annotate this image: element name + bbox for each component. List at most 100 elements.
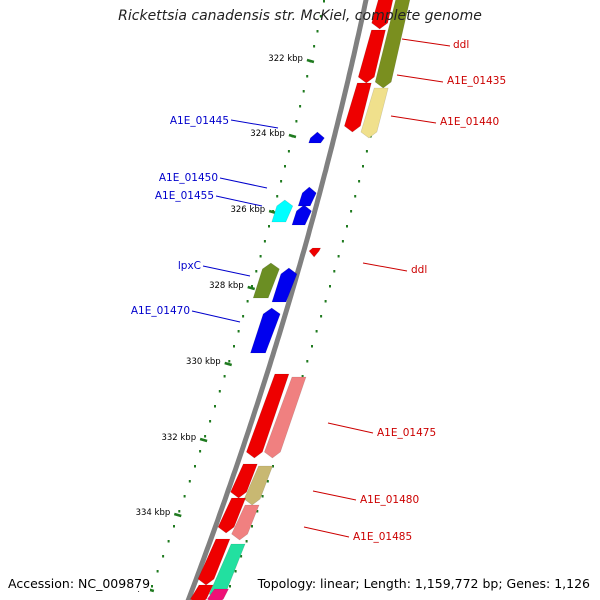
ruler-dot [301,375,304,378]
ruler-dot [218,390,221,393]
ruler-dot [263,240,266,243]
ruler-dot [316,30,319,33]
gene-feature-a1e-01475[interactable] [264,376,307,459]
gene-label[interactable]: ddl [453,39,469,51]
gene-label[interactable]: A1E_01475 [377,427,436,439]
ruler-dot [173,525,175,528]
gene-feature-a1e-01450[interactable] [297,186,317,207]
ruler-tick-mark [306,58,315,64]
ruler-dot [246,300,249,303]
gene-feature-a1e-01480[interactable] [243,465,274,506]
gene-label[interactable]: A1E_01470 [131,305,190,317]
ruler-dot [233,345,235,348]
gene-feature-a1e-01440[interactable] [360,87,389,139]
ruler-dot [151,585,153,588]
ruler-dot [237,330,240,333]
ruler-dot [199,450,202,453]
ruler-dot [350,210,353,213]
gene-feature[interactable] [190,584,214,600]
gene-feature[interactable] [206,588,229,600]
label-leader-line [401,38,451,47]
ruler-dot [365,150,368,153]
ruler-dot [319,15,322,18]
gene-feature[interactable] [217,497,247,534]
ruler-dot [162,555,165,558]
label-leader-line [327,422,374,434]
ruler-dot [209,420,212,423]
ruler-tick-label: 322 kbp [268,54,303,64]
label-leader-line [362,262,408,272]
gene-label[interactable]: A1E_01480 [360,494,419,506]
ruler-dot [251,525,253,528]
ruler-dot [255,270,258,273]
gene-feature[interactable] [291,204,312,226]
ruler-dot [333,270,336,273]
gene-feature-a1e-01445[interactable] [308,131,325,144]
gene-labels[interactable]: ddl A1E_01435 A1E_01440 A1E_01445 A1E_01450 A… [131,39,506,543]
ruler-dot [302,90,305,93]
ruler-dot [261,495,264,498]
ruler-dot [228,360,231,363]
genome-backbone [185,0,369,600]
gene-label[interactable]: A1E_01485 [353,531,412,543]
ruler-dot [306,360,309,363]
gene-label[interactable]: A1E_01435 [447,75,506,87]
label-leader-line [202,265,251,277]
ruler-dot [354,195,357,198]
gene-features[interactable] [190,0,412,600]
genome-summary-text: Topology: linear; Length: 1,159,772 bp; … [257,576,590,591]
ruler-dot [362,165,364,168]
ruler-dot [223,375,226,378]
label-leader-line [191,310,241,323]
gene-feature[interactable] [246,373,290,459]
label-leader-line [215,195,263,207]
gene-feature-ddl-small[interactable] [308,247,322,258]
ruler-tick-mark [247,285,256,291]
gene-feature[interactable] [230,463,258,499]
gene-feature[interactable] [197,538,231,586]
ruler-dot [320,315,323,318]
ruler-dot [240,555,243,558]
gene-label[interactable]: A1E_01440 [440,116,499,128]
ruler-dot [313,45,316,48]
gene-feature-a1e-01435[interactable] [374,0,412,89]
ruler-dot [266,480,269,483]
gene-label[interactable]: lpxC [178,260,201,272]
ruler-dot [299,105,302,108]
ruler-dot [295,120,298,123]
gene-feature[interactable] [271,267,298,303]
ruler-dot [268,225,270,228]
gene-label[interactable]: A1E_01445 [170,115,229,127]
ruler-dot [167,540,170,543]
gene-feature-a1e-01470[interactable] [250,307,281,354]
gene-feature-lpxc[interactable] [252,262,280,299]
ruler-dot [324,300,327,303]
ruler-dot [204,435,207,438]
ruler-tick-label: 332 kbp [161,433,196,443]
gene-feature-ddl[interactable] [371,0,395,30]
gene-feature[interactable] [357,29,386,84]
ruler-dot [256,510,259,513]
ruler-dot [323,0,325,3]
ruler-dot [329,285,331,288]
ruler-dot [276,195,279,198]
ruler-tick-mark [224,361,233,367]
gene-feature[interactable] [344,82,372,133]
ruler-dot [306,75,309,78]
ruler-tick-label: 326 kbp [230,205,265,215]
gene-label[interactable]: A1E_01450 [159,172,218,184]
gene-label[interactable]: ddl [411,264,427,276]
ruler-tick-label: 328 kbp [209,281,244,291]
backbone-line [185,0,369,600]
ruler-dot [188,480,191,483]
ruler-dot [234,570,237,573]
gene-label[interactable]: A1E_01455 [155,190,214,202]
ruler-dot [178,510,181,513]
gene-feature-a1e-01455[interactable] [271,199,294,223]
ruler-dot [156,570,159,573]
ruler-dot [346,225,348,228]
gene-feature-a1e-01485[interactable] [231,504,260,541]
ruler-dot [337,255,340,258]
ruler-tick-mark [199,437,208,443]
